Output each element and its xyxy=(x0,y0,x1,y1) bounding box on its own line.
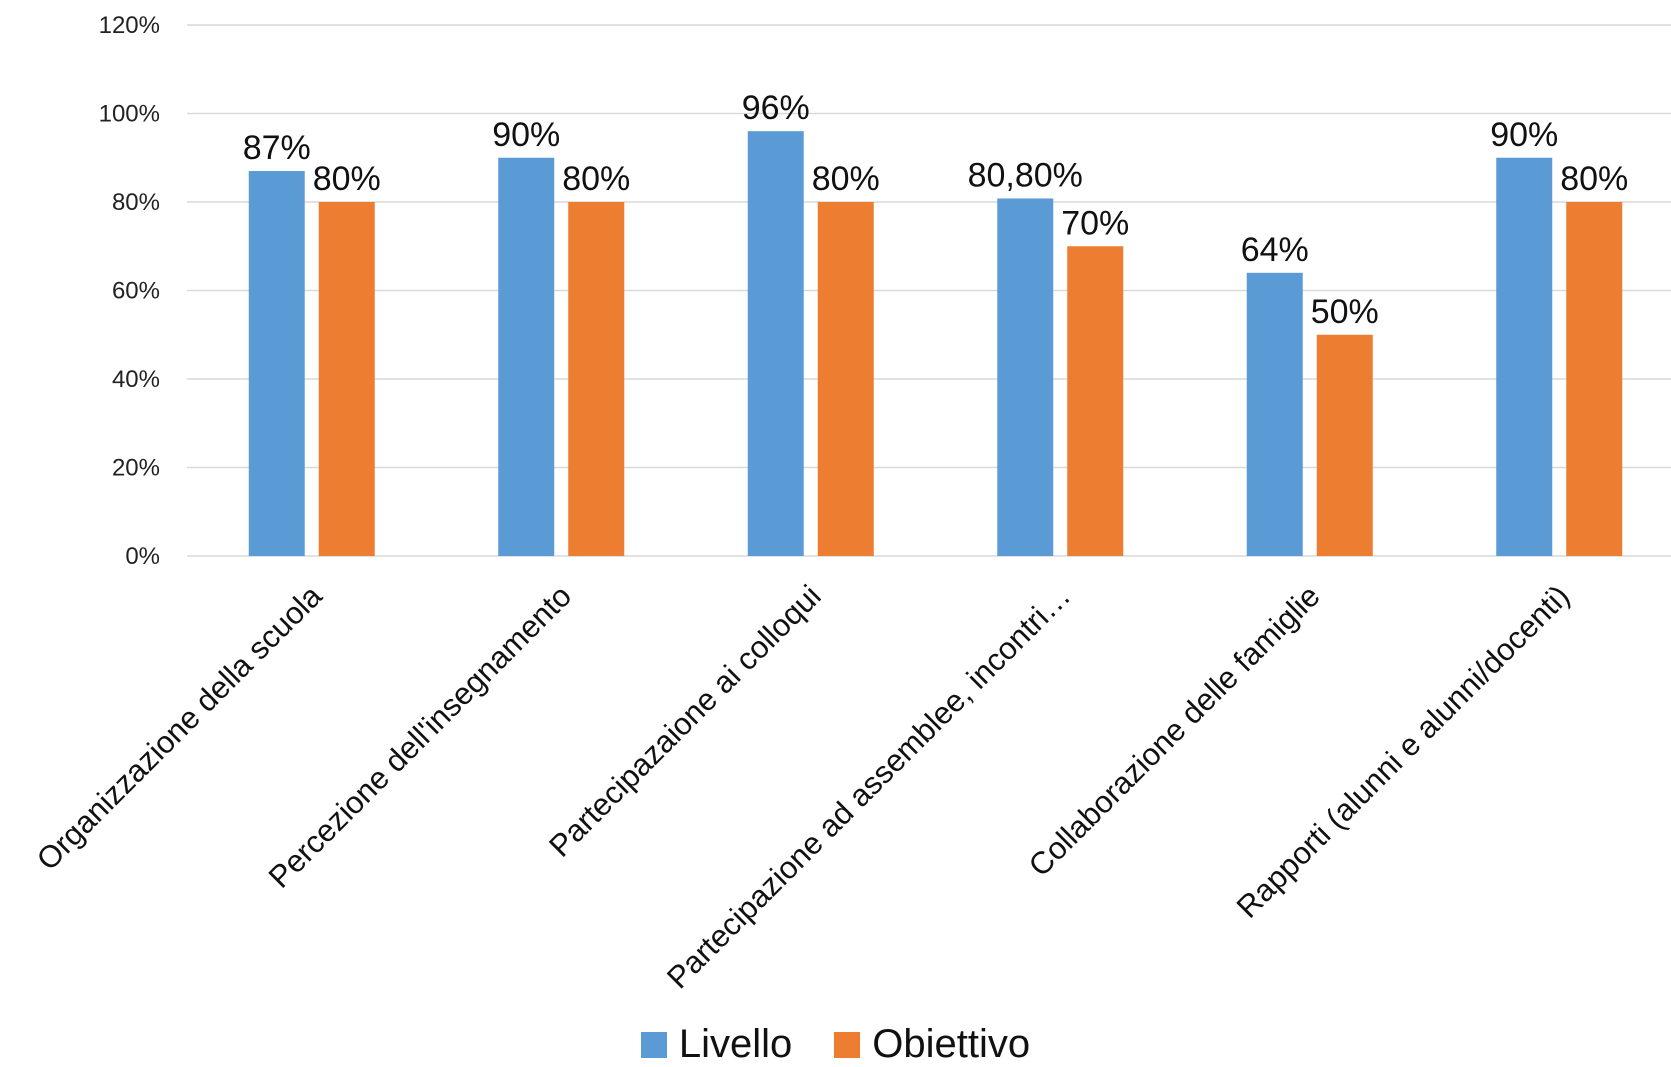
data-label-series-2: 80% xyxy=(562,160,630,198)
data-labels: 87%80%90%80%96%80% 80,80%70%64%50%90%80% xyxy=(243,89,1629,331)
data-label-series-1: 90% xyxy=(492,116,560,154)
y-tick-label: 80% xyxy=(112,189,160,216)
bar-series-2 xyxy=(1067,246,1124,556)
data-label-series-2: 80% xyxy=(313,160,381,198)
bar-series-2 xyxy=(1316,334,1373,556)
legend-label-series-2: Obiettivo xyxy=(872,1022,1031,1066)
bar-series-2 xyxy=(1566,202,1623,556)
bar-series-2 xyxy=(568,202,625,556)
category-label: Collaborazione delle famiglie xyxy=(1022,578,1327,883)
y-tick-label: 120% xyxy=(99,12,160,39)
legend: Livello Obiettivo xyxy=(0,1022,1671,1067)
category-label: Percezione dell'insegnamento xyxy=(262,578,579,895)
y-axis-tick-labels: 0% 20% 40% 60% 80% 100% 120% xyxy=(99,12,160,570)
y-tick-label: 100% xyxy=(99,101,160,128)
bar-series-1 xyxy=(498,157,555,556)
data-label-series-2: 70% xyxy=(1061,204,1129,242)
data-label-series-2: 80% xyxy=(1560,160,1628,198)
data-label-series-1: 64% xyxy=(1241,231,1309,269)
bar-series-1 xyxy=(997,198,1054,556)
y-tick-label: 20% xyxy=(112,455,160,482)
data-label-series-1: 96% xyxy=(742,89,810,127)
legend-swatch-series-1 xyxy=(640,1031,667,1058)
bar-series-1 xyxy=(1496,157,1553,556)
bar-series-1 xyxy=(248,171,305,556)
gridlines xyxy=(187,24,1671,557)
data-label-series-1: 87% xyxy=(243,129,311,167)
y-tick-label: 40% xyxy=(112,366,160,393)
legend-item-series-2: Obiettivo xyxy=(834,1022,1030,1067)
bar-series-2 xyxy=(318,202,375,556)
legend-item-series-1: Livello xyxy=(640,1022,793,1067)
bars xyxy=(248,131,1623,556)
bar-series-1 xyxy=(1246,272,1303,556)
y-tick-label: 0% xyxy=(125,543,160,570)
data-label-series-2: 80% xyxy=(812,160,880,198)
category-label: Partecipazione ad assemblee, incontri… xyxy=(660,578,1077,995)
category-label: Organizzazione della scuola xyxy=(30,578,329,877)
bar-series-2 xyxy=(817,202,874,556)
bar-series-1 xyxy=(747,131,804,556)
category-label: Partecipazaione ai colloqui xyxy=(542,578,828,864)
y-tick-label: 60% xyxy=(112,278,160,305)
data-label-series-1: 90% xyxy=(1490,116,1558,154)
data-label-series-1: 80,80% xyxy=(968,156,1083,194)
legend-swatch-series-2 xyxy=(834,1031,861,1058)
data-label-series-2: 50% xyxy=(1311,293,1379,331)
legend-label-series-1: Livello xyxy=(678,1022,793,1066)
